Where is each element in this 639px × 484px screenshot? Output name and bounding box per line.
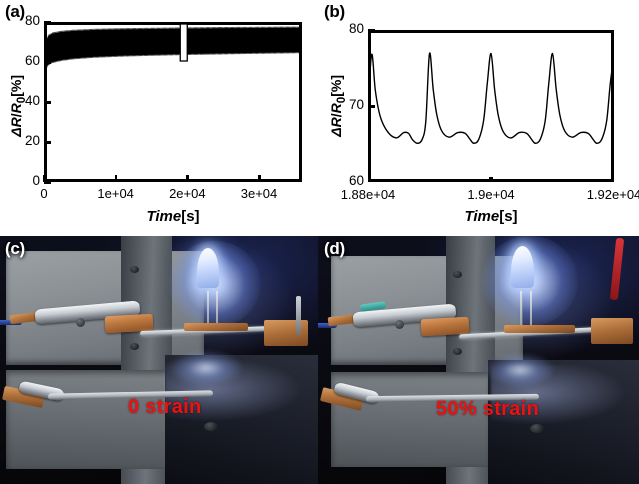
stage-bolt	[529, 424, 544, 434]
panel-a-ytick-label: 80	[24, 13, 40, 28]
photo-fifty-strain	[318, 236, 639, 484]
panel-c: (c) 0 strain	[0, 236, 318, 484]
panel-a-xtick	[186, 175, 189, 182]
strain-label-d: 50% strain	[436, 398, 540, 420]
copper-terminal-right	[263, 320, 309, 347]
panel-b-xlabel: Time[s]	[464, 208, 518, 225]
panel-a-ytick	[44, 141, 51, 144]
panel-b-plot-area	[368, 30, 614, 182]
panel-a-ytick	[44, 101, 51, 104]
led-floor-reflection	[168, 350, 243, 387]
panel-a-xlabel: Time[s]	[146, 208, 200, 225]
stage-bolt	[452, 270, 462, 278]
led-anode-leg	[520, 290, 523, 333]
panel-a-xtick	[43, 175, 46, 182]
panel-a-ytick-label: 40	[24, 93, 40, 108]
panel-b-ytick	[368, 105, 375, 108]
panel-d-tag: (d)	[324, 239, 345, 258]
clip-pivot-screw	[76, 317, 86, 327]
stage-bolt	[452, 347, 462, 355]
right-lead-wire	[295, 295, 301, 336]
clip-copper-jaw	[420, 316, 470, 337]
panel-a-xtick	[258, 175, 261, 182]
panel-a-ytick	[44, 181, 51, 184]
panel-b-ytick	[368, 29, 375, 32]
blue-lead-wire	[318, 322, 338, 328]
led-lamp	[197, 248, 220, 289]
panel-a-ytick-label: 20	[24, 133, 40, 148]
panel-b-ytick-label: 70	[348, 97, 364, 112]
panel-c-tag: (c)	[5, 239, 25, 258]
led-cathode-leg	[529, 290, 532, 333]
panel-b-data-canvas	[368, 52, 614, 144]
panel-b-xtick	[489, 177, 493, 182]
panel-a-ytick	[44, 21, 51, 24]
led-floor-reflection	[484, 352, 555, 387]
panel-b-xtick-label: 1.92e+04	[586, 187, 639, 202]
led-cathode-leg	[216, 290, 219, 331]
panel-a: (a) ΔR/R0[%] Time[s] 0 20 40 60 80 0 1e+04 2e+0…	[0, 0, 318, 236]
led-anode-leg	[206, 290, 209, 331]
panel-b-xtick-label: 1.88e+04	[340, 187, 396, 202]
panel-a-ytick-label: 0	[32, 173, 40, 188]
led-copper-pad	[504, 325, 575, 334]
panel-a-xtick	[114, 175, 118, 182]
panel-d: (d) 50% strain	[318, 236, 639, 484]
stage-bolt	[130, 265, 140, 273]
panel-b-ytick-label: 80	[348, 21, 364, 36]
panel-a-plot-area	[44, 22, 302, 182]
panel-b-ytick-label: 60	[348, 173, 364, 188]
panel-a-ytick-label: 60	[24, 53, 40, 68]
photo-zero-strain	[0, 236, 318, 484]
panel-a-data-canvas	[44, 23, 301, 182]
panel-b-ytick	[368, 179, 375, 182]
stage-bolt	[203, 422, 218, 431]
clip-pivot-screw	[395, 320, 405, 330]
panel-a-xtick-label: 3e+04	[240, 186, 278, 201]
panel-b-xtick-label: 1.9e+04	[467, 187, 515, 202]
panel-a-xtick-label: 0	[40, 186, 48, 201]
strain-label-c: 0 strain	[128, 396, 202, 418]
panel-b-tag: (b)	[324, 2, 345, 21]
led-copper-pad	[184, 322, 249, 331]
panel-a-tag: (a)	[5, 2, 25, 21]
panel-a-xtick-label: 2e+04	[169, 186, 206, 201]
stage-bolt	[130, 342, 140, 350]
panel-b: (b) ΔR/R0[%] Time[s] 60 70 80 1.88e+04 1.9e+…	[318, 0, 639, 236]
panel-a-xtick-label: 1e+04	[97, 186, 134, 201]
copper-terminal-right	[590, 317, 633, 344]
led-lamp	[510, 245, 534, 288]
panel-a-ytick	[44, 61, 51, 64]
